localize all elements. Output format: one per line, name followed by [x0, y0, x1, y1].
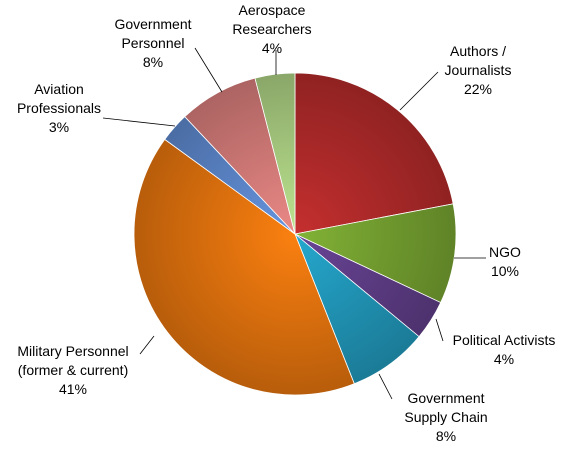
leader-line [139, 335, 155, 355]
slice-name-label: Researchers [232, 21, 311, 37]
slice-value-label: 41% [59, 381, 87, 397]
slice-label: Government Supply Chain 8% [404, 390, 487, 444]
slice-name-label: Government [114, 16, 191, 32]
leader-line [435, 318, 444, 342]
slice-value-label: 22% [464, 81, 492, 97]
slice-name-label: Supply Chain [404, 409, 487, 425]
leader-line [194, 47, 223, 93]
slice-name-label: Aerospace [239, 2, 306, 18]
slice-value-label: 10% [491, 263, 519, 279]
slice-value-label: 8% [436, 428, 456, 444]
slice-label: NGO 10% [489, 244, 521, 279]
pie-slices [133, 72, 457, 396]
slice-label: Aerospace Researchers 4% [232, 2, 311, 56]
slice-label: Military Personnel (former & current) 41% [17, 343, 128, 397]
slice-name-label: (former & current) [18, 362, 128, 378]
pie-slice [254, 72, 296, 235]
slice-value-label: 3% [49, 119, 69, 135]
slice-name-label: Journalists [445, 62, 512, 78]
leader-line [102, 117, 176, 127]
pie-slice [294, 72, 454, 235]
slice-value-label: 4% [262, 40, 282, 56]
slice-label: Aviation Professionals 3% [17, 81, 101, 135]
slice-name-label: Political Activists [453, 332, 556, 348]
slice-name-label: Government [407, 390, 484, 406]
slice-name-label: NGO [489, 244, 521, 260]
pie-slice [293, 203, 457, 304]
leader-lines [102, 47, 486, 400]
slice-label: Government Personnel 8% [114, 16, 191, 70]
slice-value-label: 4% [494, 351, 514, 367]
slice-labels: Authors / Journalists 22% NGO 10% Political A… [17, 2, 555, 444]
leader-line [399, 71, 439, 111]
pie-slice [133, 138, 355, 396]
leader-line [378, 373, 393, 400]
slice-label: Authors / Journalists 22% [445, 43, 512, 97]
slice-label: Political Activists 4% [453, 332, 556, 367]
slice-name-label: Aviation [34, 81, 84, 97]
slice-name-label: Authors / [450, 43, 506, 59]
slice-name-label: Military Personnel [17, 343, 128, 359]
slice-value-label: 8% [143, 54, 163, 70]
slice-name-label: Professionals [17, 100, 101, 116]
slice-name-label: Personnel [121, 35, 184, 51]
